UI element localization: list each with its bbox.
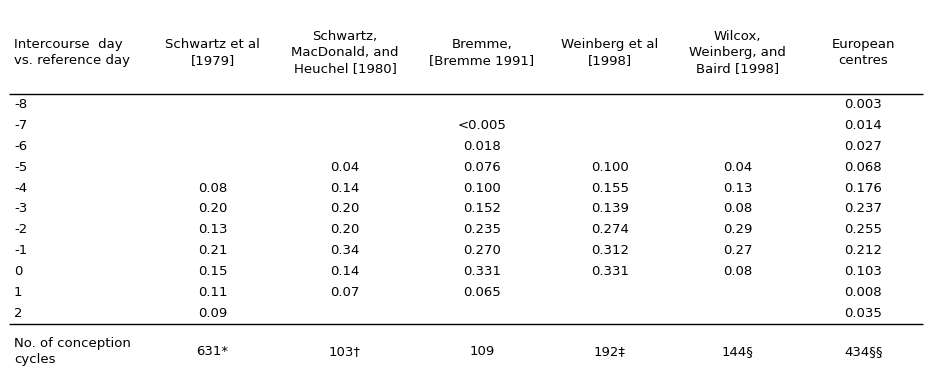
Text: 0.11: 0.11	[198, 286, 227, 299]
Text: 0.155: 0.155	[591, 182, 629, 195]
Text: 0.065: 0.065	[463, 286, 500, 299]
Text: 0.08: 0.08	[723, 265, 752, 278]
Text: 2: 2	[14, 307, 22, 320]
Text: Schwartz,
MacDonald, and
Heuchel [1980]: Schwartz, MacDonald, and Heuchel [1980]	[291, 30, 399, 75]
Text: 0.13: 0.13	[723, 182, 752, 195]
Text: 0.20: 0.20	[330, 223, 360, 236]
Text: No. of conception
cycles: No. of conception cycles	[14, 338, 130, 366]
Text: -6: -6	[14, 140, 27, 153]
Text: 0.003: 0.003	[844, 98, 883, 111]
Text: 0.331: 0.331	[463, 265, 501, 278]
Text: 0.34: 0.34	[330, 244, 360, 257]
Text: 0.237: 0.237	[844, 202, 883, 215]
Text: 0.21: 0.21	[198, 244, 227, 257]
Text: 0.04: 0.04	[723, 161, 752, 174]
Text: 0.331: 0.331	[591, 265, 629, 278]
Text: 0.255: 0.255	[844, 223, 883, 236]
Text: 0.100: 0.100	[463, 182, 500, 195]
Text: 0.035: 0.035	[844, 307, 883, 320]
Text: 0.15: 0.15	[198, 265, 227, 278]
Text: -7: -7	[14, 119, 27, 132]
Text: -1: -1	[14, 244, 27, 257]
Text: Intercourse  day
vs. reference day: Intercourse day vs. reference day	[14, 38, 130, 67]
Text: 0.103: 0.103	[844, 265, 883, 278]
Text: 0.027: 0.027	[844, 140, 883, 153]
Text: 0.176: 0.176	[844, 182, 883, 195]
Text: 0.20: 0.20	[198, 202, 227, 215]
Text: 0.13: 0.13	[198, 223, 227, 236]
Text: 0.008: 0.008	[844, 286, 882, 299]
Text: 0.29: 0.29	[723, 223, 752, 236]
Text: 0.14: 0.14	[330, 265, 360, 278]
Text: <0.005: <0.005	[458, 119, 506, 132]
Text: European
centres: European centres	[831, 38, 895, 67]
Text: -8: -8	[14, 98, 27, 111]
Text: 109: 109	[470, 346, 495, 358]
Text: -2: -2	[14, 223, 27, 236]
Text: 0.20: 0.20	[330, 202, 360, 215]
Text: 0.04: 0.04	[330, 161, 360, 174]
Text: 0.100: 0.100	[591, 161, 629, 174]
Text: 192‡: 192‡	[594, 346, 626, 358]
Text: 0.018: 0.018	[463, 140, 500, 153]
Text: 103†: 103†	[329, 346, 361, 358]
Text: 0.152: 0.152	[463, 202, 501, 215]
Text: 0.139: 0.139	[591, 202, 629, 215]
Text: 0.27: 0.27	[723, 244, 752, 257]
Text: 0.274: 0.274	[591, 223, 629, 236]
Text: 0.014: 0.014	[844, 119, 883, 132]
Text: 144§: 144§	[721, 346, 754, 358]
Text: -5: -5	[14, 161, 27, 174]
Text: Wilcox,
Weinberg, and
Baird [1998]: Wilcox, Weinberg, and Baird [1998]	[690, 30, 787, 75]
Text: 434§§: 434§§	[844, 346, 883, 358]
Text: 0.08: 0.08	[723, 202, 752, 215]
Text: 0.07: 0.07	[330, 286, 360, 299]
Text: 0.212: 0.212	[844, 244, 883, 257]
Text: 1: 1	[14, 286, 22, 299]
Text: 0: 0	[14, 265, 22, 278]
Text: 0.235: 0.235	[463, 223, 501, 236]
Text: 0.068: 0.068	[844, 161, 882, 174]
Text: 0.14: 0.14	[330, 182, 360, 195]
Text: 0.270: 0.270	[463, 244, 500, 257]
Text: 631*: 631*	[197, 346, 228, 358]
Text: Schwartz et al
[1979]: Schwartz et al [1979]	[165, 38, 260, 67]
Text: -4: -4	[14, 182, 27, 195]
Text: -3: -3	[14, 202, 27, 215]
Text: Bremme,
[Bremme 1991]: Bremme, [Bremme 1991]	[430, 38, 535, 67]
Text: 0.312: 0.312	[591, 244, 629, 257]
Text: 0.09: 0.09	[198, 307, 227, 320]
Text: 0.076: 0.076	[463, 161, 500, 174]
Text: Weinberg et al
[1998]: Weinberg et al [1998]	[561, 38, 659, 67]
Text: 0.08: 0.08	[198, 182, 227, 195]
